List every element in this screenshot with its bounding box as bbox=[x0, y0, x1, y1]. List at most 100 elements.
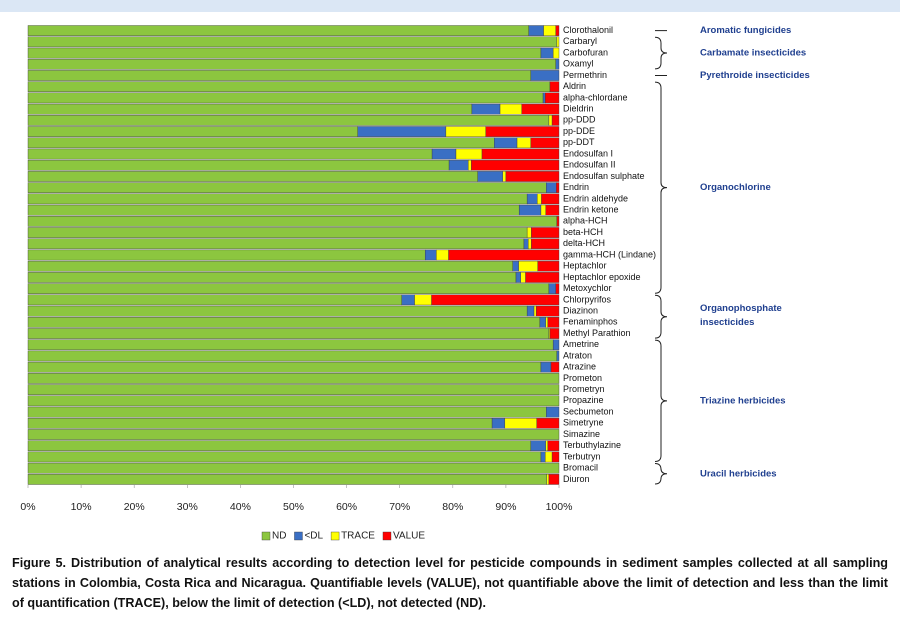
bar-segment bbox=[528, 238, 532, 250]
bar-segment bbox=[27, 406, 547, 418]
category-label: Endosulfan sulphate bbox=[563, 171, 645, 181]
category-label: Simetryne bbox=[563, 418, 604, 428]
bar-segment bbox=[521, 103, 560, 115]
bar-segment bbox=[555, 58, 560, 70]
bar-segment bbox=[531, 238, 560, 250]
category-label: Clorothalonil bbox=[563, 25, 613, 35]
category-label: pp-DDD bbox=[563, 115, 596, 125]
legend-swatch bbox=[261, 531, 271, 541]
bar-segment bbox=[27, 204, 520, 216]
category-label: Endosulfan I bbox=[563, 148, 613, 158]
bar-segment bbox=[424, 249, 437, 261]
bar-segment bbox=[481, 148, 560, 160]
bar-segment bbox=[540, 47, 554, 59]
group-label: Pyrethroide insecticides bbox=[700, 70, 810, 81]
bar-segment bbox=[533, 305, 537, 317]
bar-segment bbox=[27, 70, 532, 81]
bar-segment bbox=[540, 451, 546, 463]
bar-segment bbox=[27, 305, 528, 317]
bar-segment bbox=[27, 451, 542, 463]
bar-segment bbox=[546, 474, 550, 485]
category-label: Diazinon bbox=[563, 305, 598, 315]
bar-segment bbox=[27, 350, 558, 362]
bar-segment bbox=[27, 294, 403, 306]
legend-label: ND bbox=[272, 531, 286, 542]
category-label: Endrin ketone bbox=[563, 204, 619, 214]
bar-segment bbox=[556, 182, 560, 193]
bar-segment bbox=[27, 429, 560, 440]
bar-segment bbox=[491, 417, 506, 429]
bar-segment bbox=[401, 294, 415, 306]
bar-segment bbox=[535, 305, 560, 317]
bar-segment bbox=[27, 384, 560, 395]
bar-segment bbox=[530, 70, 560, 81]
group-brace bbox=[654, 294, 668, 339]
bar-segment bbox=[27, 249, 426, 261]
bar-segment bbox=[545, 204, 560, 216]
bar-segment bbox=[27, 440, 532, 452]
bar-segment bbox=[27, 58, 557, 70]
bar-segment bbox=[539, 317, 546, 328]
category-label: Simazine bbox=[563, 429, 600, 439]
category-label: Bromacil bbox=[563, 463, 598, 473]
bar-segment bbox=[504, 417, 537, 429]
bar-segment bbox=[523, 238, 529, 250]
bar-segment bbox=[27, 238, 525, 250]
bar-segment bbox=[27, 395, 560, 407]
bar-segment bbox=[27, 92, 544, 104]
bar-segment bbox=[448, 159, 469, 171]
bar-segment bbox=[414, 294, 432, 306]
bar-segment bbox=[27, 137, 495, 149]
group-brace bbox=[654, 36, 668, 70]
bar-segment bbox=[555, 25, 560, 36]
bar-segment bbox=[455, 148, 483, 160]
legend-swatch bbox=[382, 531, 392, 541]
bar-segment bbox=[551, 115, 560, 126]
category-label: beta-HCH bbox=[563, 227, 603, 237]
x-tick-label: 70% bbox=[389, 501, 410, 513]
category-label: Chlorpyrifos bbox=[563, 294, 612, 304]
bar-segment bbox=[27, 148, 433, 160]
x-tick-label: 30% bbox=[177, 501, 198, 513]
bar-segment bbox=[544, 451, 553, 463]
category-label: Endrin aldehyde bbox=[563, 193, 628, 203]
category-label: Aldrin bbox=[563, 81, 586, 91]
bar-segment bbox=[27, 328, 550, 339]
bar-segment bbox=[27, 47, 542, 59]
bar-segment bbox=[27, 159, 450, 171]
bar-segment bbox=[27, 260, 514, 272]
bar-segment bbox=[445, 126, 486, 137]
category-label: Methyl Parathion bbox=[563, 328, 631, 338]
bar-segment bbox=[528, 25, 544, 36]
bar-segment bbox=[27, 103, 473, 115]
bar-segment bbox=[541, 193, 560, 205]
x-tick-label: 20% bbox=[124, 501, 145, 513]
bar-segment bbox=[512, 260, 519, 272]
bar-segment bbox=[431, 148, 457, 160]
bar-segment bbox=[27, 462, 560, 474]
bar-segment bbox=[431, 294, 560, 306]
category-label: Terbutryn bbox=[563, 451, 601, 461]
bar-segment bbox=[548, 115, 553, 126]
bar-segment bbox=[526, 305, 535, 317]
bar-segment bbox=[27, 171, 478, 182]
category-label: Prometryn bbox=[563, 384, 605, 394]
bar-segment bbox=[27, 182, 547, 193]
bar-segment bbox=[27, 216, 558, 227]
bar-segment bbox=[552, 339, 560, 351]
bar-segment bbox=[27, 373, 560, 384]
bar-segment bbox=[27, 115, 550, 126]
bar-segment bbox=[556, 216, 560, 227]
x-tick-label: 90% bbox=[495, 501, 516, 513]
bar-segment bbox=[27, 317, 541, 328]
x-tick-label: 60% bbox=[336, 501, 357, 513]
bar-segment bbox=[556, 350, 560, 362]
bar-segment bbox=[27, 81, 551, 93]
legend-label: VALUE bbox=[393, 531, 425, 542]
bar-segment bbox=[27, 283, 550, 294]
figure-caption: Figure 5. Distribution of analytical res… bbox=[12, 556, 888, 610]
group-brace bbox=[654, 81, 668, 294]
bar-segment bbox=[540, 204, 546, 216]
category-label: Oxamyl bbox=[563, 59, 594, 69]
